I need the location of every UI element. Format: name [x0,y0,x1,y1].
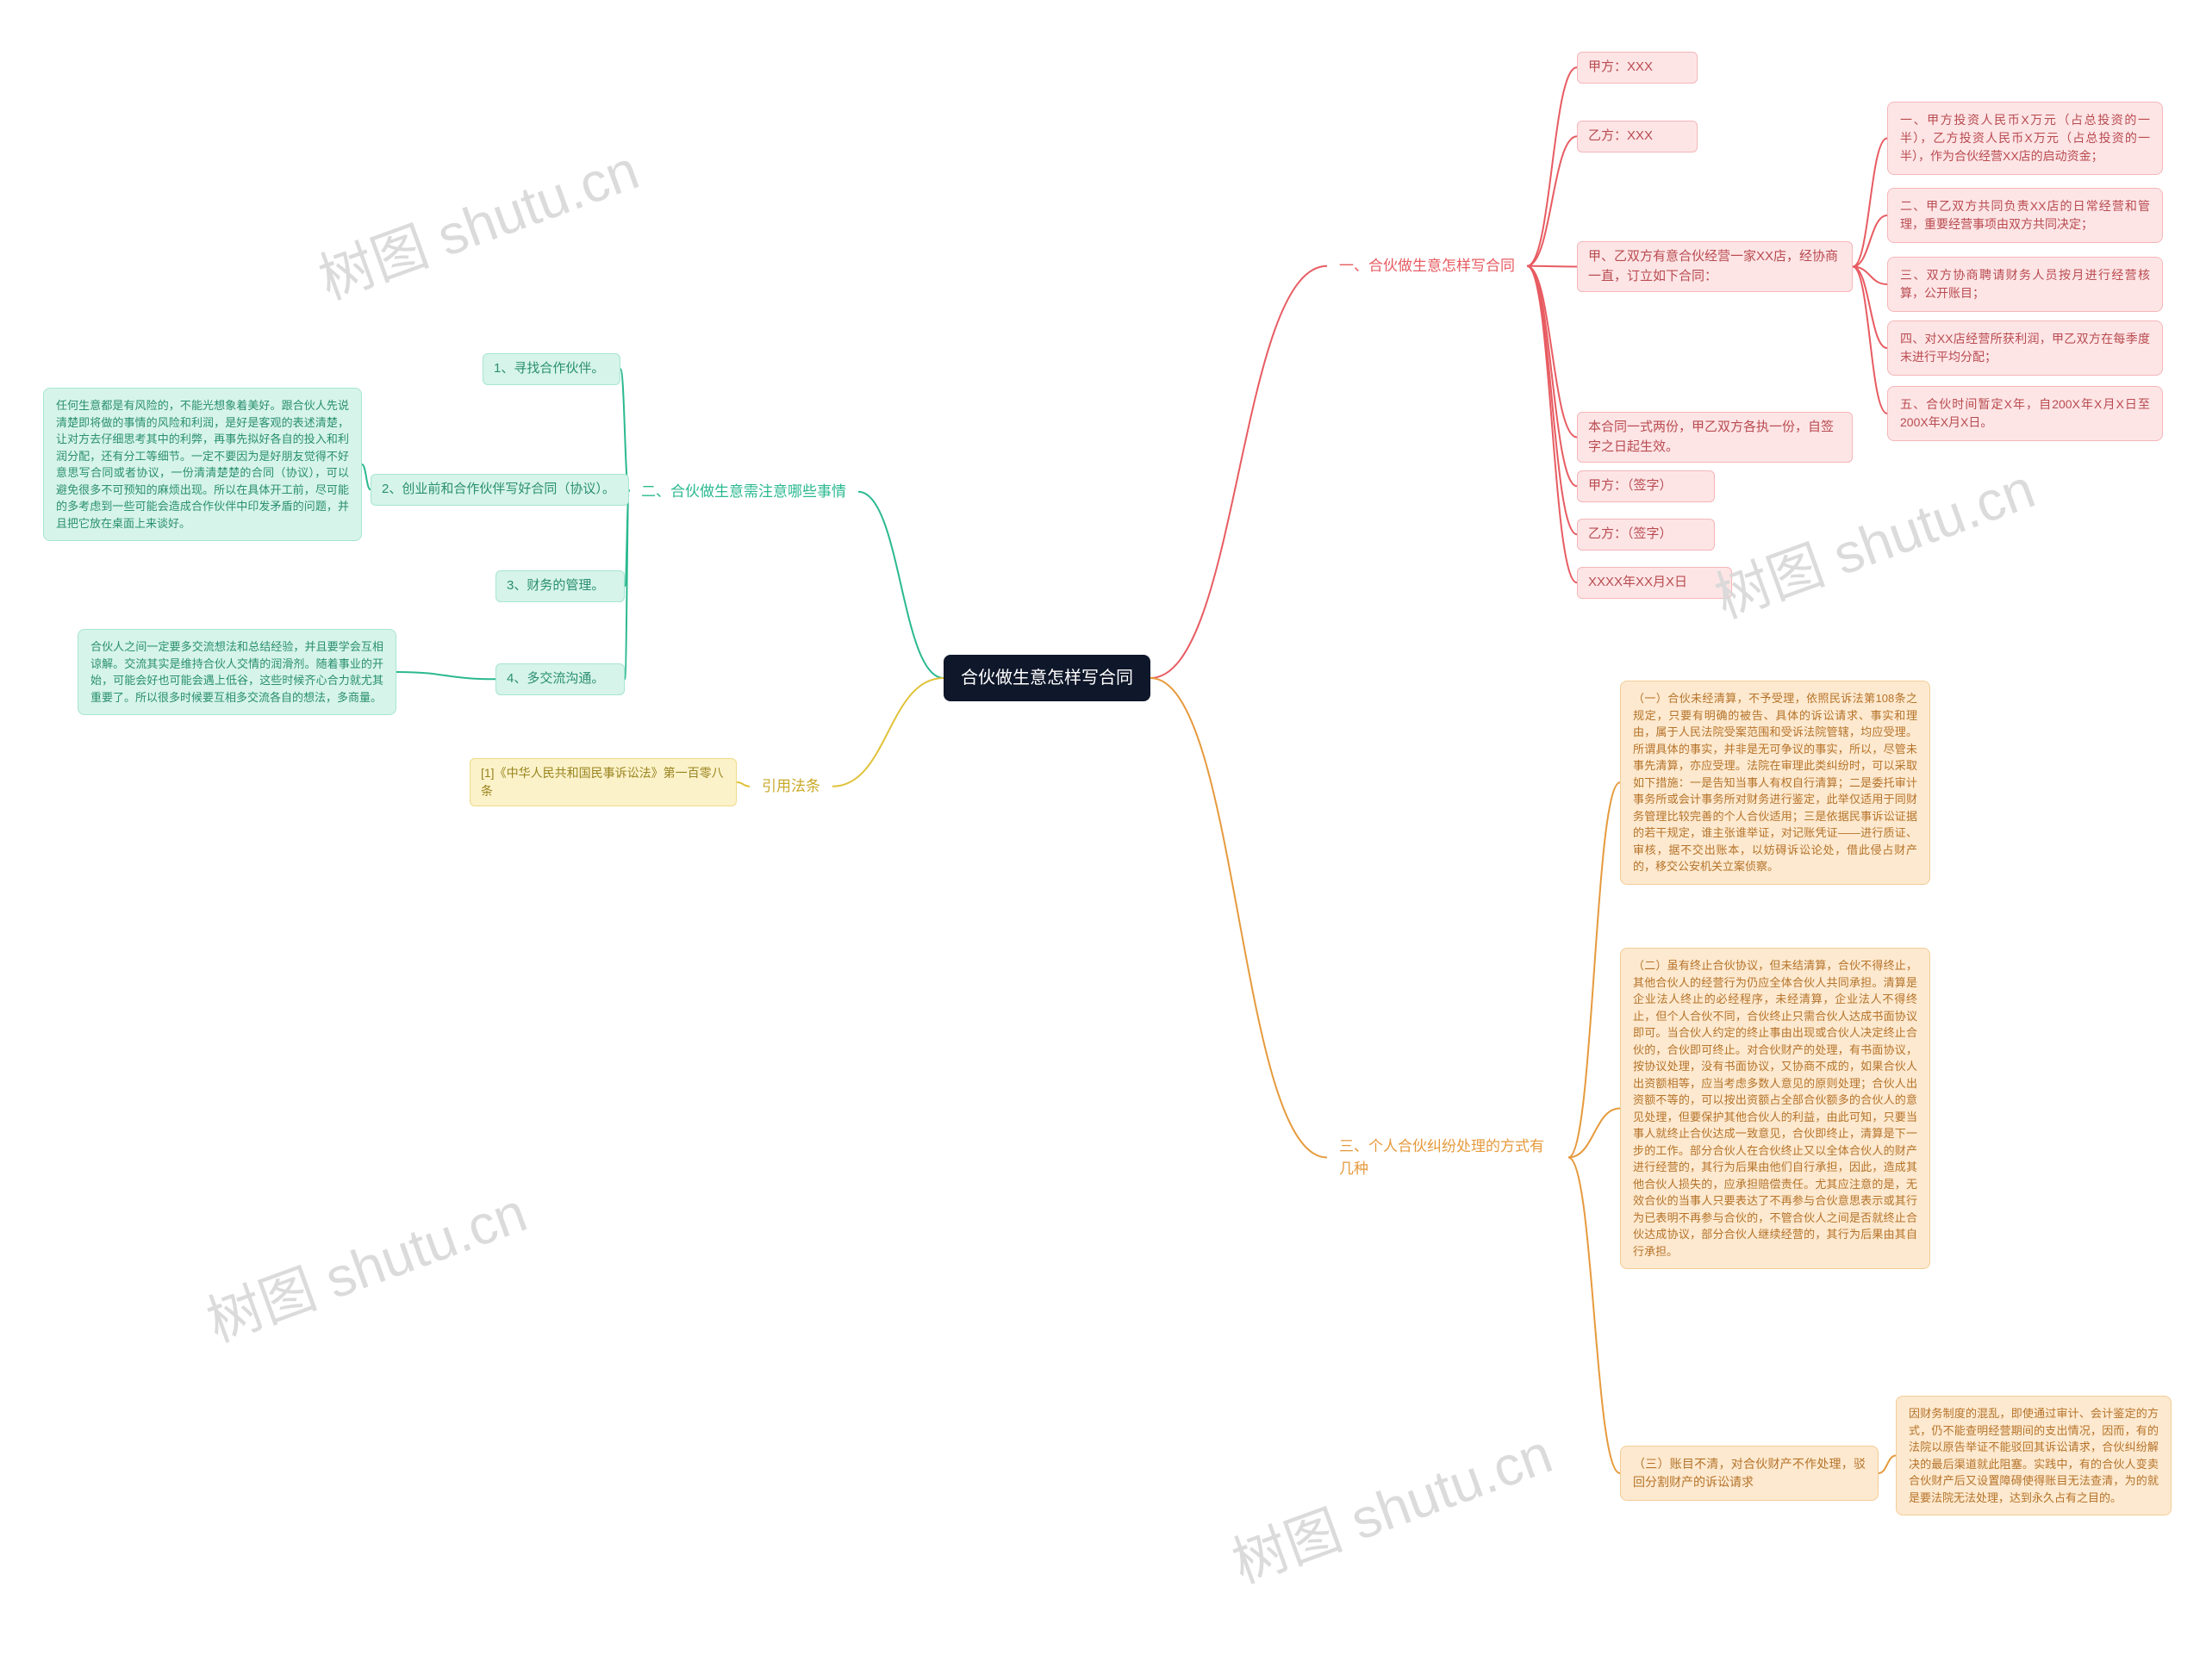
leaf-block: 二、甲乙双方共同负责XX店的日常经营和管理，重要经营事项由双方共同决定； [1887,188,2163,243]
leaf-node: XXXX年XX月X日 [1577,567,1732,599]
leaf-block: （一）合伙未经清算，不予受理，依照民诉法第108条之规定，只要有明确的被告、具体… [1620,681,1930,885]
branch-1-title: 一、合伙做生意怎样写合同 [1327,248,1527,284]
leaf-node: [1]《中华人民共和国民事诉讼法》第一百零八条 [470,758,737,806]
leaf-block: 因财务制度的混乱，即使通过审计、会计鉴定的方式，仍不能查明经营期间的支出情况，因… [1896,1396,2172,1515]
branch-2-title: 二、合伙做生意需注意哪些事情 [629,474,858,510]
leaf-block: 合伙人之间一定要多交流想法和总结经验，并且要学会互相谅解。交流其实是维持合伙人交… [78,629,396,715]
watermark: 树图 shutu.cn [307,126,648,314]
leaf-block: （三）账目不清，对合伙财产不作处理，驳回分割财产的诉讼请求 [1620,1446,1879,1501]
leaf-block: （二）虽有终止合伙协议，但未结清算，合伙不得终止，其他合伙人的经营行为仍应全体合… [1620,948,1930,1269]
leaf-node: 甲方：（签字） [1577,470,1715,502]
leaf-node: 本合同一式两份，甲乙双方各执一份，自签字之日起生效。 [1577,412,1853,463]
leaf-node: 2、创业前和合作伙伴写好合同（协议）。 [371,474,629,506]
leaf-node: 1、寻找合作伙伴。 [483,353,620,385]
leaf-node: 乙方：（签字） [1577,519,1715,551]
leaf-node: 甲、乙双方有意合伙经营一家XX店，经协商一直，订立如下合同： [1577,241,1853,292]
watermark: 树图 shutu.cn [1703,445,2044,633]
leaf-block: 任何生意都是有风险的，不能光想象着美好。跟合伙人先说清楚即将做的事情的风险和利润… [43,388,362,541]
branch-4-title: 三、个人合伙纠纷处理的方式有几种 [1327,1129,1568,1186]
leaf-block: 四、对XX店经营所获利润，甲乙双方在每季度末进行平均分配； [1887,320,2163,376]
leaf-node: 乙方：XXX [1577,121,1698,152]
leaf-node: 3、财务的管理。 [495,570,625,602]
branch-3-title: 引用法条 [750,768,832,805]
leaf-block: 三、双方协商聘请财务人员按月进行经营核算，公开账目； [1887,257,2163,312]
leaf-block: 五、合伙时间暂定X年，自200X年X月X日至200X年X月X日。 [1887,386,2163,441]
leaf-node: 4、多交流沟通。 [495,663,625,695]
watermark: 树图 shutu.cn [1220,1409,1561,1598]
leaf-block: 一、甲方投资人民币X万元（占总投资的一半），乙方投资人民币X万元（占总投资的一半… [1887,102,2163,175]
leaf-node: 甲方：XXX [1577,52,1698,84]
watermark: 树图 shutu.cn [195,1168,536,1357]
root-node: 合伙做生意怎样写合同 [944,655,1150,701]
